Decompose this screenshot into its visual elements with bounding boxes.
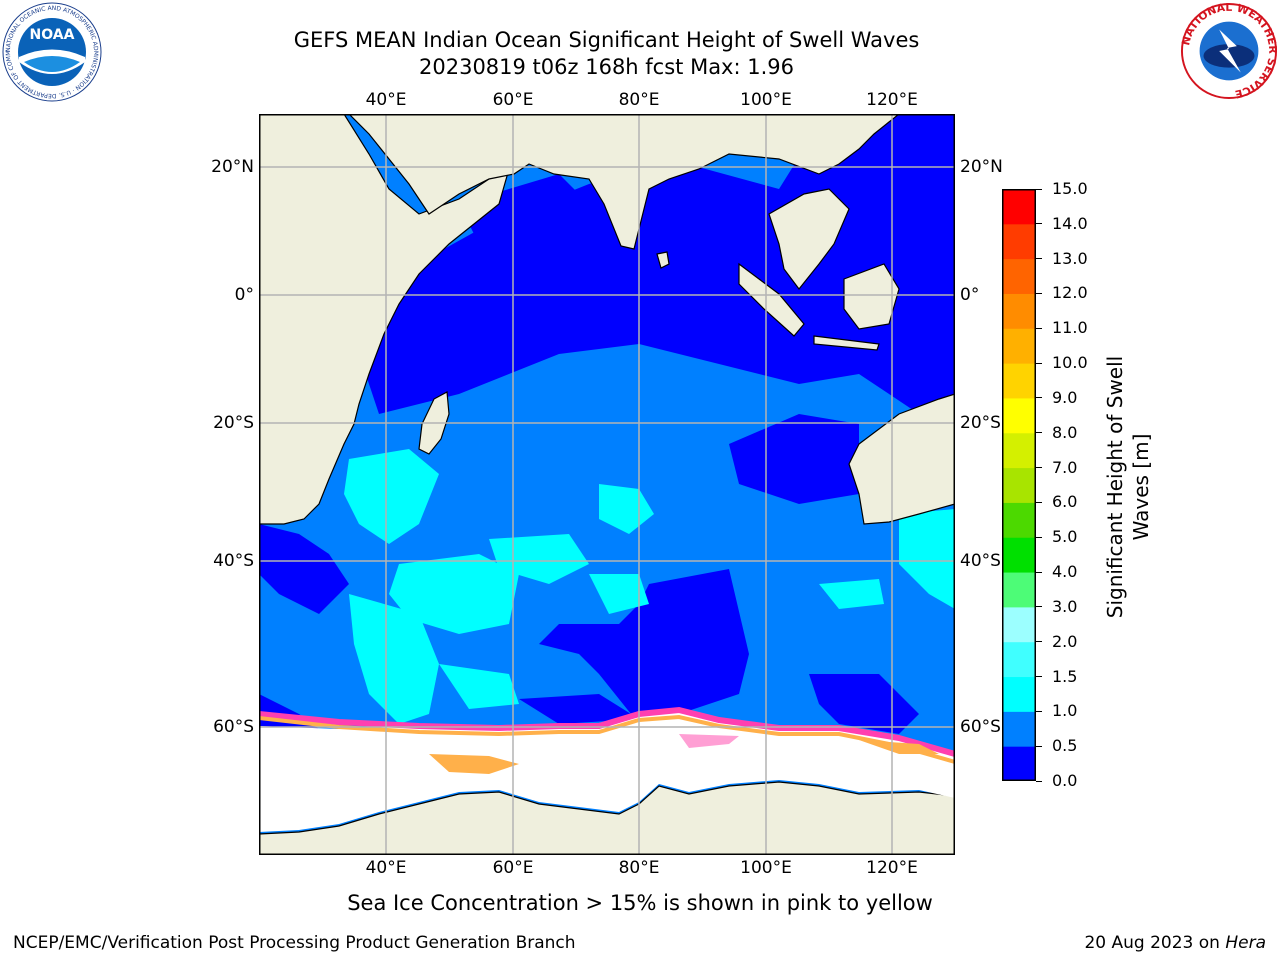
- map-title-line-2: 20230819 t06z 168h fcst Max: 1.96: [419, 55, 794, 79]
- map-frame: [259, 114, 955, 855]
- lon-label-top: 100°E: [740, 90, 792, 110]
- colorbar-tick-label: 14.0: [1052, 213, 1088, 233]
- colorbar-tick-label: 10.0: [1052, 353, 1088, 373]
- lat-label-left: 20°S: [213, 413, 254, 433]
- lat-label-left: 60°S: [213, 717, 254, 737]
- colorbar-tick-mark: [1036, 432, 1042, 434]
- lat-label-right: 60°S: [960, 717, 1001, 737]
- colorbar-tick-label: 3.0: [1052, 596, 1078, 616]
- colorbar-segment: [1002, 328, 1036, 364]
- colorbar-label: Significant Height of Swell Waves [m]: [1102, 327, 1154, 647]
- colorbar-tick-label: 1.0: [1052, 701, 1078, 721]
- colorbar-tick-mark: [1036, 710, 1042, 712]
- colorbar-tick-label: 4.0: [1052, 562, 1078, 582]
- lat-label-left: 0°: [234, 285, 254, 305]
- colorbar-tick-label: 0.5: [1052, 736, 1078, 756]
- colorbar-tick-mark: [1036, 641, 1042, 643]
- colorbar-tick-mark: [1036, 327, 1042, 329]
- lat-label-right: 0°: [960, 285, 980, 305]
- footer-date-text: 20 Aug 2023 on: [1084, 933, 1226, 953]
- noaa-logo: NATIONAL OCEANIC AND ATMOSPHERIC ADMINIS…: [2, 2, 102, 102]
- lat-label-right: 20°S: [960, 413, 1001, 433]
- colorbar-segment: [1002, 606, 1036, 643]
- lon-label-bottom: 100°E: [740, 858, 792, 878]
- footer-host: Hera: [1225, 933, 1266, 953]
- colorbar-label-text: Significant Height of Swell Waves [m]: [1103, 355, 1153, 619]
- colorbar-segment: [1002, 641, 1036, 678]
- lon-label-top: 60°E: [492, 90, 534, 110]
- colorbar-segment: [1002, 363, 1036, 399]
- colorbar-tick-mark: [1036, 501, 1042, 503]
- colorbar-segment: [1002, 467, 1036, 503]
- colorbar-tick-mark: [1036, 606, 1042, 608]
- footer-credit: NCEP/EMC/Verification Post Processing Pr…: [13, 933, 576, 953]
- colorbar-segment: [1002, 258, 1036, 294]
- lon-label-bottom: 40°E: [365, 858, 407, 878]
- swell-band-1.0-1.5: [344, 449, 955, 724]
- colorbar-tick-label: 15.0: [1052, 179, 1088, 198]
- colorbar-tick-label: 9.0: [1052, 387, 1078, 407]
- colorbar-tick-mark: [1036, 362, 1042, 364]
- colorbar: [1002, 189, 1036, 781]
- svg-text:NOAA: NOAA: [30, 27, 75, 43]
- lon-label-bottom: 80°E: [618, 858, 660, 878]
- lat-label-left: 40°S: [213, 551, 254, 571]
- colorbar-tick-label: 8.0: [1052, 422, 1078, 442]
- map-title-line-1: GEFS MEAN Indian Ocean Significant Heigh…: [293, 28, 920, 52]
- colorbar-tick-mark: [1036, 258, 1042, 260]
- colorbar-segment: [1002, 502, 1036, 538]
- colorbar-tick-mark: [1036, 223, 1042, 225]
- colorbar-tick-label: 13.0: [1052, 248, 1088, 268]
- colorbar-segment: [1002, 711, 1036, 747]
- lon-label-top: 80°E: [618, 90, 660, 110]
- colorbar-tick-label: 11.0: [1052, 318, 1088, 338]
- colorbar-tick-mark: [1036, 745, 1042, 747]
- colorbar-tick-label: 0.0: [1052, 771, 1078, 790]
- nws-logo: NATIONAL WEATHER SERVICE: [1180, 2, 1278, 100]
- lon-label-top: 40°E: [365, 90, 407, 110]
- sea-ice-note: Sea Ice Concentration > 15% is shown in …: [347, 891, 933, 915]
- colorbar-segment: [1002, 572, 1036, 608]
- colorbar-tick-mark: [1036, 397, 1042, 399]
- colorbar-tick-mark: [1036, 467, 1042, 469]
- lon-label-bottom: 120°E: [866, 858, 918, 878]
- colorbar-segment: [1002, 432, 1036, 469]
- colorbar-tick-mark: [1036, 188, 1042, 190]
- colorbar-tick-label: 5.0: [1052, 527, 1078, 547]
- lat-label-left: 20°N: [211, 157, 254, 177]
- colorbar-segment: [1002, 746, 1036, 781]
- lon-label-bottom: 60°E: [492, 858, 534, 878]
- graticule: [259, 114, 955, 855]
- lon-label-top: 120°E: [866, 90, 918, 110]
- footer-date: 20 Aug 2023 on Hera: [1084, 933, 1266, 953]
- colorbar-tick-label: 7.0: [1052, 457, 1078, 477]
- colorbar-segment: [1002, 397, 1036, 434]
- colorbar-tick-mark: [1036, 292, 1042, 294]
- sea-ice-area: [259, 712, 955, 832]
- colorbar-tick-label: 1.5: [1052, 666, 1078, 686]
- colorbar-tick-mark: [1036, 536, 1042, 538]
- colorbar-tick-mark: [1036, 571, 1042, 573]
- land-masses: [259, 114, 955, 855]
- colorbar-segment: [1002, 293, 1036, 329]
- colorbar-segment: [1002, 189, 1036, 225]
- colorbar-segment: [1002, 676, 1036, 712]
- colorbar-segment: [1002, 223, 1036, 260]
- colorbar-tick-label: 6.0: [1052, 492, 1078, 512]
- colorbar-tick-label: 2.0: [1052, 631, 1078, 651]
- colorbar-frame: [1002, 189, 1036, 781]
- map-panel: [259, 114, 955, 855]
- lat-label-right: 40°S: [960, 551, 1001, 571]
- colorbar-tick-label: 12.0: [1052, 283, 1088, 303]
- lat-label-right: 20°N: [960, 157, 1003, 177]
- colorbar-segment: [1002, 537, 1036, 573]
- colorbar-tick-mark: [1036, 780, 1042, 782]
- colorbar-tick-mark: [1036, 676, 1042, 678]
